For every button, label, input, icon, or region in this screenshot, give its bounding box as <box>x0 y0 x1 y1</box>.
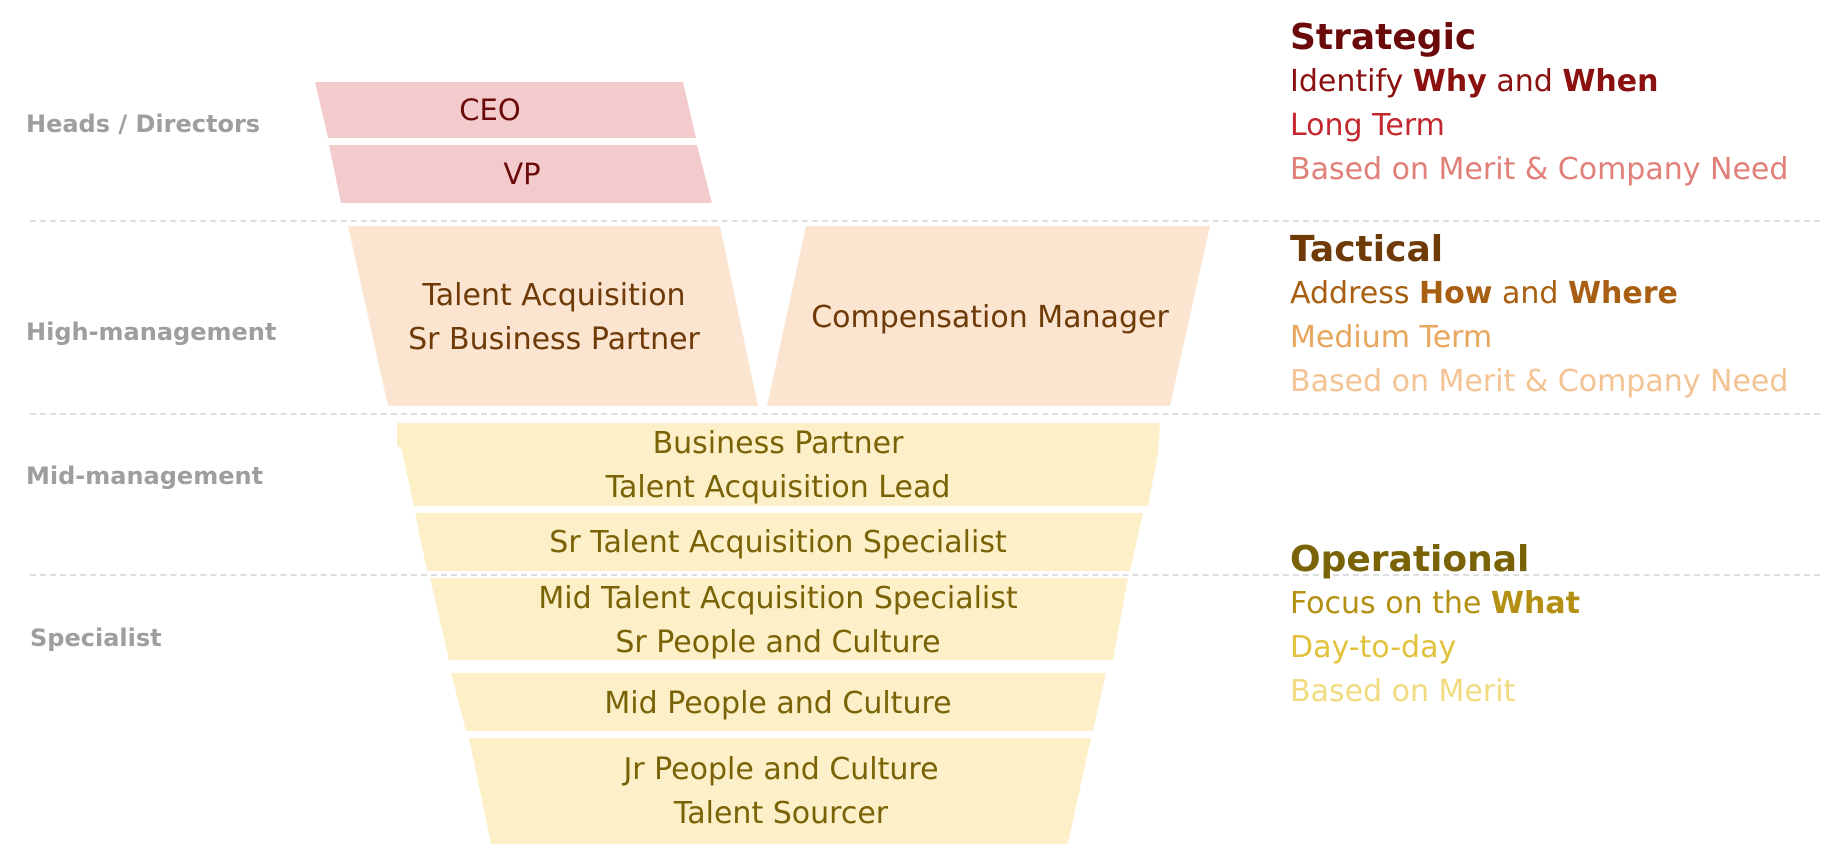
divider-mid-specialist <box>30 574 1820 576</box>
strategic-panel: Strategic Identify Why and When Long Ter… <box>1290 16 1788 192</box>
level-label-heads: Heads / Directors <box>26 110 261 138</box>
ta-sr-bp-box <box>348 226 758 406</box>
ceo-label: CEO <box>459 93 520 127</box>
tactical-line3: Based on Merit & Company Need <box>1290 364 1789 399</box>
sr-ta-spec-box <box>415 513 1143 571</box>
tactical-line1-how: How <box>1419 276 1493 311</box>
strategic-title: Strategic <box>1290 17 1477 58</box>
operational-line1: Focus on the What <box>1290 582 1580 626</box>
operational-line2: Day-to-day <box>1290 630 1457 665</box>
mid-pc-box <box>451 673 1106 731</box>
strategic-line1: Identify Why and When <box>1290 60 1788 104</box>
strategic-line1-why: Why <box>1412 64 1487 99</box>
bp-ta-lead-label-line1: Business Partner <box>653 426 905 461</box>
vp-box <box>329 145 712 203</box>
operational-line1-what: What <box>1490 586 1580 621</box>
comp-mgr-box <box>767 226 1210 406</box>
strategic-line1-mid: and <box>1486 64 1563 99</box>
bp-ta-lead-box <box>397 423 1160 506</box>
tactical-line1-pre: Address <box>1290 276 1420 311</box>
operational-panel: Operational Focus on the What Day-to-day… <box>1290 538 1580 714</box>
strategic-line1-when: When <box>1562 64 1659 99</box>
mid-pc-label: Mid People and Culture <box>604 686 951 721</box>
jr-pc-sourcer-label-line1: Jr People and Culture <box>621 752 938 787</box>
strategic-line3: Based on Merit & Company Need <box>1290 152 1789 187</box>
tactical-line1: Address How and Where <box>1290 272 1788 316</box>
tactical-line1-mid: and <box>1492 276 1568 311</box>
mid-ta-sr-pc-label-line1: Mid Talent Acquisition Specialist <box>538 581 1018 616</box>
divider-high-mid <box>30 413 1820 415</box>
level-label-specialist: Specialist <box>30 624 162 652</box>
level-label-high: High-management <box>26 318 277 346</box>
ta-sr-bp-label-line1: Talent Acquisition <box>421 278 685 313</box>
jr-pc-sourcer-box <box>469 738 1091 844</box>
operational-line3: Based on Merit <box>1290 674 1516 709</box>
tactical-title: Tactical <box>1290 229 1444 270</box>
operational-line1-pre: Focus on the <box>1290 586 1491 621</box>
ta-sr-bp-label-line2: Sr Business Partner <box>408 322 700 357</box>
sr-ta-spec-label: Sr Talent Acquisition Specialist <box>549 525 1007 560</box>
vp-label: VP <box>503 157 540 191</box>
tactical-line2: Medium Term <box>1290 320 1493 355</box>
mid-ta-sr-pc-label-line2: Sr People and Culture <box>615 625 940 660</box>
bp-ta-lead-label-line2: Talent Acquisition Lead <box>605 470 951 505</box>
strategic-line2: Long Term <box>1290 108 1445 143</box>
tactical-panel: Tactical Address How and Where Medium Te… <box>1290 228 1788 404</box>
comp-mgr-label: Compensation Manager <box>811 300 1169 335</box>
level-label-mid: Mid-management <box>26 462 264 490</box>
jr-pc-sourcer-label-line2: Talent Sourcer <box>673 796 889 831</box>
operational-title: Operational <box>1290 539 1530 580</box>
ceo-box <box>315 82 696 138</box>
tactical-line1-where: Where <box>1567 276 1678 311</box>
strategic-line1-pre: Identify <box>1290 64 1413 99</box>
divider-heads-high <box>30 220 1820 222</box>
mid-ta-sr-pc-box <box>430 578 1128 660</box>
